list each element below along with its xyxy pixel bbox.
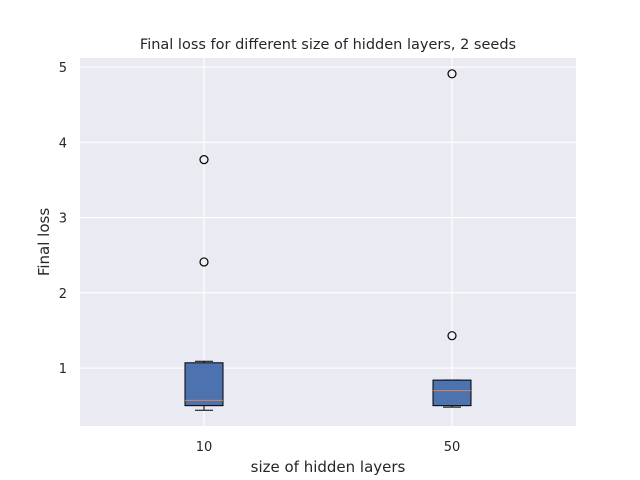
box-group xyxy=(432,69,472,408)
chart-title: Final loss for different size of hidden … xyxy=(140,37,516,53)
box-group xyxy=(184,154,224,411)
y-tick-labels: 1 2 3 4 5 xyxy=(59,61,67,377)
outlier-point xyxy=(199,257,209,267)
outlier-point xyxy=(447,69,457,79)
y-axis-label: Final loss xyxy=(35,208,53,276)
y-tick-label: 3 xyxy=(59,212,67,227)
grid-lines xyxy=(80,58,576,426)
y-tick-label: 1 xyxy=(59,362,67,377)
plot-area xyxy=(80,58,576,426)
box xyxy=(432,379,472,407)
boxes xyxy=(184,69,472,411)
x-axis-label: size of hidden layers xyxy=(251,458,406,476)
y-tick-label: 2 xyxy=(59,287,67,302)
outlier-point xyxy=(447,331,457,341)
x-tick-labels: 10 50 xyxy=(196,440,461,455)
x-tick-label: 50 xyxy=(444,440,461,455)
x-tick-label: 10 xyxy=(196,440,213,455)
y-tick-label: 5 xyxy=(59,61,67,76)
y-tick-label: 4 xyxy=(59,136,67,151)
box xyxy=(184,362,224,407)
outlier-point xyxy=(199,154,209,165)
